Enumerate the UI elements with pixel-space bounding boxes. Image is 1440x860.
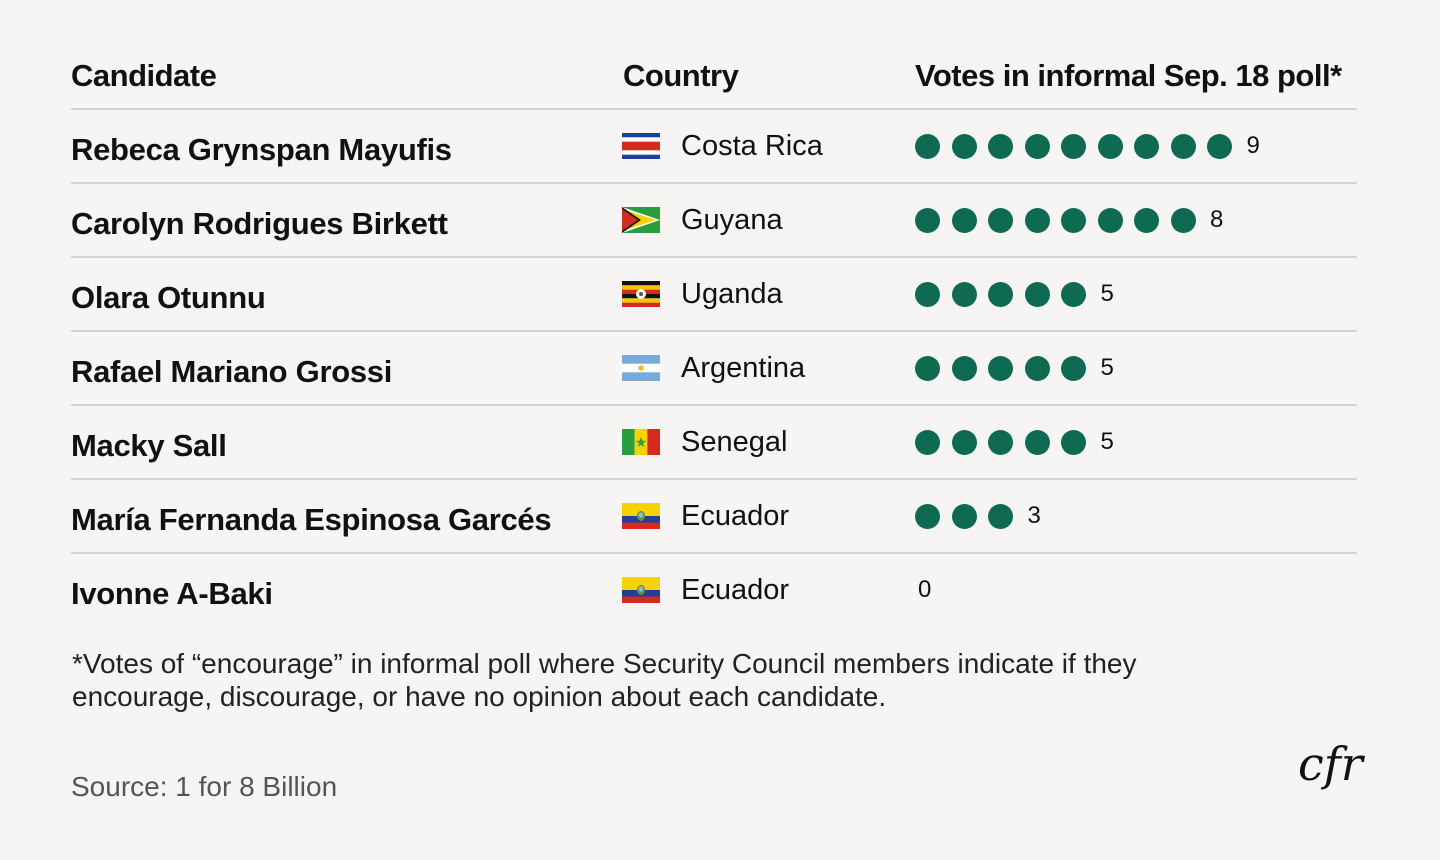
cfr-logo-icon: cfr	[1298, 737, 1366, 791]
vote-dot	[1061, 355, 1086, 381]
vote-dots: 5	[915, 354, 1114, 381]
vote-dot	[915, 429, 940, 455]
vote-dot	[988, 503, 1013, 529]
table-row: Olara Otunnu Uganda 5	[71, 258, 1357, 332]
vote-dot	[951, 207, 977, 233]
country-name: Costa Rica	[681, 130, 823, 162]
source-note: Source: 1 for 8 Billion	[71, 771, 338, 802]
vote-count-label: 0	[918, 576, 932, 603]
ecuador-flag-icon	[622, 577, 660, 603]
table-row: Rafael Mariano Grossi Argentina 5	[71, 332, 1357, 406]
vote-dot	[988, 429, 1013, 455]
header-candidate: Candidate	[71, 58, 217, 93]
senegal-flag-icon	[622, 429, 660, 455]
vote-dot	[951, 281, 977, 307]
table-header: Candidate Country Votes in informal Sep.…	[71, 40, 1357, 110]
vote-dot	[951, 503, 977, 529]
vote-dot	[1024, 355, 1050, 381]
footnote: *Votes of “encourage” in informal poll w…	[72, 648, 1137, 712]
vote-dot	[915, 281, 940, 307]
vote-dot	[915, 355, 940, 381]
table-row: Ivonne A-Baki Ecuador 0	[71, 554, 1357, 626]
candidate-name: Macky Sall	[71, 428, 227, 463]
candidate-name: Olara Otunnu	[71, 280, 266, 315]
argentina-flag-icon	[622, 355, 660, 381]
vote-dot	[1061, 429, 1086, 455]
vote-count-label: 5	[1100, 280, 1114, 307]
vote-dot	[915, 207, 940, 233]
header-country: Country	[623, 58, 739, 93]
candidate-name: Rafael Mariano Grossi	[71, 354, 393, 389]
vote-dot	[951, 429, 977, 455]
vote-dot	[988, 281, 1013, 307]
vote-dot	[1097, 133, 1123, 159]
vote-dot	[1024, 133, 1050, 159]
vote-dot	[1024, 429, 1050, 455]
costa-rica-flag-icon	[622, 133, 660, 159]
candidate-name: Carolyn Rodrigues Birkett	[71, 206, 448, 241]
vote-dot	[1024, 281, 1050, 307]
vote-count-label: 5	[1100, 354, 1114, 381]
vote-dots: 8	[915, 206, 1224, 233]
vote-dots: 5	[915, 280, 1114, 307]
vote-dot	[915, 133, 940, 159]
vote-dot	[1097, 207, 1123, 233]
ecuador-flag-icon	[622, 503, 660, 529]
table-row: Macky Sall Senegal 5	[71, 406, 1357, 480]
vote-dot	[951, 133, 977, 159]
guyana-flag-icon	[622, 207, 660, 233]
vote-dot	[1207, 133, 1232, 159]
vote-dot	[988, 133, 1013, 159]
vote-dot	[915, 503, 940, 529]
vote-dot	[1134, 133, 1159, 159]
table-body: Rebeca Grynspan Mayufis Costa Rica 9 Caroly…	[71, 110, 1357, 626]
country-name: Uganda	[681, 278, 783, 310]
country-name: Senegal	[681, 426, 788, 458]
vote-dots: 9	[915, 132, 1260, 159]
logo-text: cfr	[1298, 737, 1366, 791]
table-row: Carolyn Rodrigues Birkett Guyana 8	[71, 184, 1357, 258]
vote-dot	[1024, 207, 1050, 233]
country-name: Argentina	[681, 352, 806, 384]
vote-dot	[988, 207, 1013, 233]
vote-dot	[951, 355, 977, 381]
vote-dots: 3	[915, 502, 1041, 529]
vote-count-label: 3	[1027, 502, 1041, 529]
vote-dot	[1061, 281, 1086, 307]
vote-dot	[1061, 207, 1086, 233]
vote-dot	[1170, 133, 1196, 159]
vote-dot	[1134, 207, 1159, 233]
candidate-table: Candidate Country Votes in informal Sep.…	[71, 40, 1357, 626]
header-votes: Votes in informal Sep. 18 poll*	[915, 58, 1342, 93]
candidate-name: Ivonne A-Baki	[71, 576, 273, 611]
table-row: María Fernanda Espinosa Garcés Ecuador 3	[71, 480, 1357, 554]
vote-dots: 0	[915, 576, 932, 603]
country-name: Ecuador	[681, 500, 790, 532]
vote-dot	[988, 355, 1013, 381]
country-name: Guyana	[681, 204, 783, 236]
candidate-name: María Fernanda Espinosa Garcés	[71, 502, 552, 537]
uganda-flag-icon	[622, 281, 660, 307]
table-row: Rebeca Grynspan Mayufis Costa Rica 9	[71, 110, 1357, 184]
country-name: Ecuador	[681, 574, 790, 606]
vote-dot	[1061, 133, 1086, 159]
candidate-name: Rebeca Grynspan Mayufis	[71, 132, 452, 167]
vote-dot	[1170, 207, 1196, 233]
vote-count-label: 8	[1210, 206, 1224, 233]
vote-count-label: 5	[1100, 428, 1114, 455]
vote-count-label: 9	[1246, 132, 1260, 159]
vote-dots: 5	[915, 428, 1114, 455]
